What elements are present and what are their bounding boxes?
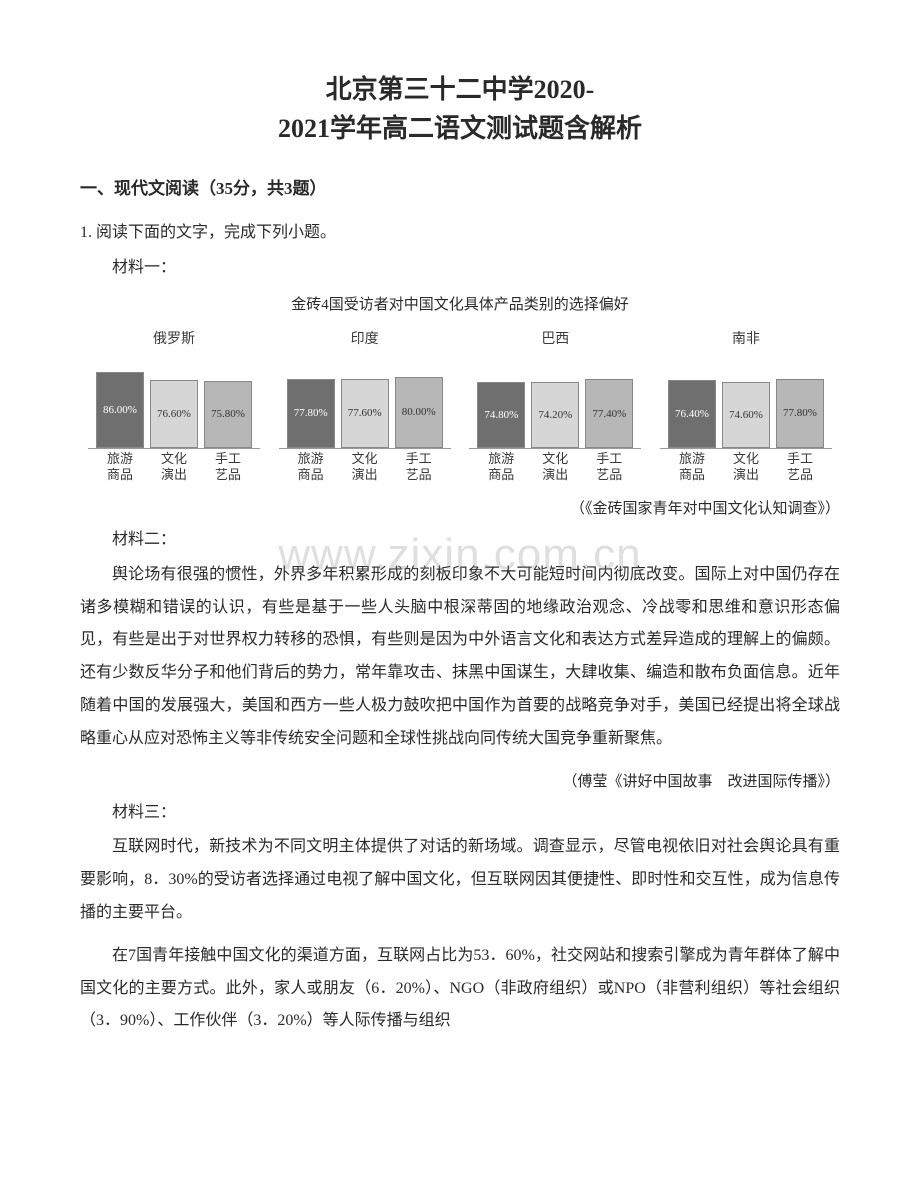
chart-bars: 86.00%76.60%75.80% bbox=[88, 352, 260, 448]
chart-title: 南非 bbox=[660, 328, 832, 348]
bar-wrap: 76.40% bbox=[667, 380, 717, 447]
category-label: 文化演出 bbox=[149, 451, 199, 484]
chart-巴西: 巴西74.80%74.20%77.40%旅游商品文化演出手工艺品 bbox=[469, 328, 641, 484]
category-label: 手工艺品 bbox=[394, 451, 444, 484]
bar-wrap: 77.40% bbox=[584, 379, 634, 447]
question-intro: 1. 阅读下面的文字，完成下列小题。 bbox=[80, 217, 840, 250]
chart-category-labels: 旅游商品文化演出手工艺品 bbox=[88, 448, 260, 484]
chart-bars: 74.80%74.20%77.40% bbox=[469, 352, 641, 448]
chart-俄罗斯: 俄罗斯86.00%76.60%75.80%旅游商品文化演出手工艺品 bbox=[88, 328, 260, 484]
bar: 77.80% bbox=[776, 379, 824, 447]
chart-title: 俄罗斯 bbox=[88, 328, 260, 348]
bar-wrap: 74.80% bbox=[476, 382, 526, 448]
category-label: 文化演出 bbox=[340, 451, 390, 484]
category-label: 文化演出 bbox=[721, 451, 771, 484]
chart-category-labels: 旅游商品文化演出手工艺品 bbox=[279, 448, 451, 484]
category-label: 手工艺品 bbox=[203, 451, 253, 484]
chart-bars: 76.40%74.60%77.80% bbox=[660, 352, 832, 448]
bar: 76.60% bbox=[150, 380, 198, 447]
bar: 80.00% bbox=[395, 377, 443, 447]
category-label: 旅游商品 bbox=[476, 451, 526, 484]
chart-南非: 南非76.40%74.60%77.80%旅游商品文化演出手工艺品 bbox=[660, 328, 832, 484]
bar: 77.40% bbox=[585, 379, 633, 447]
chart-title: 巴西 bbox=[469, 328, 641, 348]
bar-wrap: 77.80% bbox=[286, 379, 336, 447]
material-3-label: 材料三： bbox=[80, 797, 840, 830]
material-2-label: 材料二： bbox=[80, 524, 840, 557]
category-label: 旅游商品 bbox=[286, 451, 336, 484]
section-heading: 一、现代文阅读（35分，共3题） bbox=[80, 174, 840, 199]
chart-title: 印度 bbox=[279, 328, 451, 348]
chart-category-labels: 旅游商品文化演出手工艺品 bbox=[660, 448, 832, 484]
bar: 86.00% bbox=[96, 372, 144, 448]
chart-credit: （《金砖国家青年对中国文化认知调查》） bbox=[80, 497, 840, 518]
chart-category-labels: 旅游商品文化演出手工艺品 bbox=[469, 448, 641, 484]
chart-row: 俄罗斯86.00%76.60%75.80%旅游商品文化演出手工艺品印度77.80… bbox=[80, 328, 840, 484]
bar: 74.80% bbox=[477, 382, 525, 448]
material-2-credit: （傅莹《讲好中国故事 改进国际传播》） bbox=[80, 770, 840, 791]
chart-印度: 印度77.80%77.60%80.00%旅游商品文化演出手工艺品 bbox=[279, 328, 451, 484]
material-3-p2: 在7国青年接触中国文化的渠道方面，互联网占比为53．60%，社交网站和搜索引擎成… bbox=[80, 940, 840, 1038]
bar-wrap: 76.60% bbox=[149, 380, 199, 447]
title-line-1: 北京第三十二中学2020- bbox=[326, 75, 595, 104]
chart-bars: 77.80%77.60%80.00% bbox=[279, 352, 451, 448]
material-2-paragraph: 舆论场有很强的惯性，外界多年积累形成的刻板印象不大可能短时间内彻底改变。国际上对… bbox=[80, 559, 840, 756]
category-label: 旅游商品 bbox=[95, 451, 145, 484]
bar-wrap: 80.00% bbox=[394, 377, 444, 447]
bar: 77.80% bbox=[287, 379, 335, 447]
bar-wrap: 75.80% bbox=[203, 381, 253, 448]
bar: 74.60% bbox=[722, 382, 770, 448]
bar: 76.40% bbox=[668, 380, 716, 447]
bar-wrap: 77.60% bbox=[340, 379, 390, 447]
bar: 77.60% bbox=[341, 379, 389, 447]
bar-wrap: 74.60% bbox=[721, 382, 771, 448]
bar-wrap: 77.80% bbox=[775, 379, 825, 447]
category-label: 手工艺品 bbox=[584, 451, 634, 484]
bar-wrap: 86.00% bbox=[95, 372, 145, 448]
bar: 74.20% bbox=[531, 382, 579, 447]
category-label: 手工艺品 bbox=[775, 451, 825, 484]
material-1-label: 材料一： bbox=[80, 252, 840, 285]
bar-wrap: 74.20% bbox=[530, 382, 580, 447]
material-3-p1: 互联网时代，新技术为不同文明主体提供了对话的新场域。调查显示，尽管电视依旧对社会… bbox=[80, 831, 840, 929]
bar: 75.80% bbox=[204, 381, 252, 448]
category-label: 文化演出 bbox=[530, 451, 580, 484]
page-title: 北京第三十二中学2020- 2021学年高二语文测试题含解析 bbox=[80, 70, 840, 148]
title-line-2: 2021学年高二语文测试题含解析 bbox=[278, 114, 642, 143]
category-label: 旅游商品 bbox=[667, 451, 717, 484]
chart-caption: 金砖4国受访者对中国文化具体产品类别的选择偏好 bbox=[80, 293, 840, 314]
